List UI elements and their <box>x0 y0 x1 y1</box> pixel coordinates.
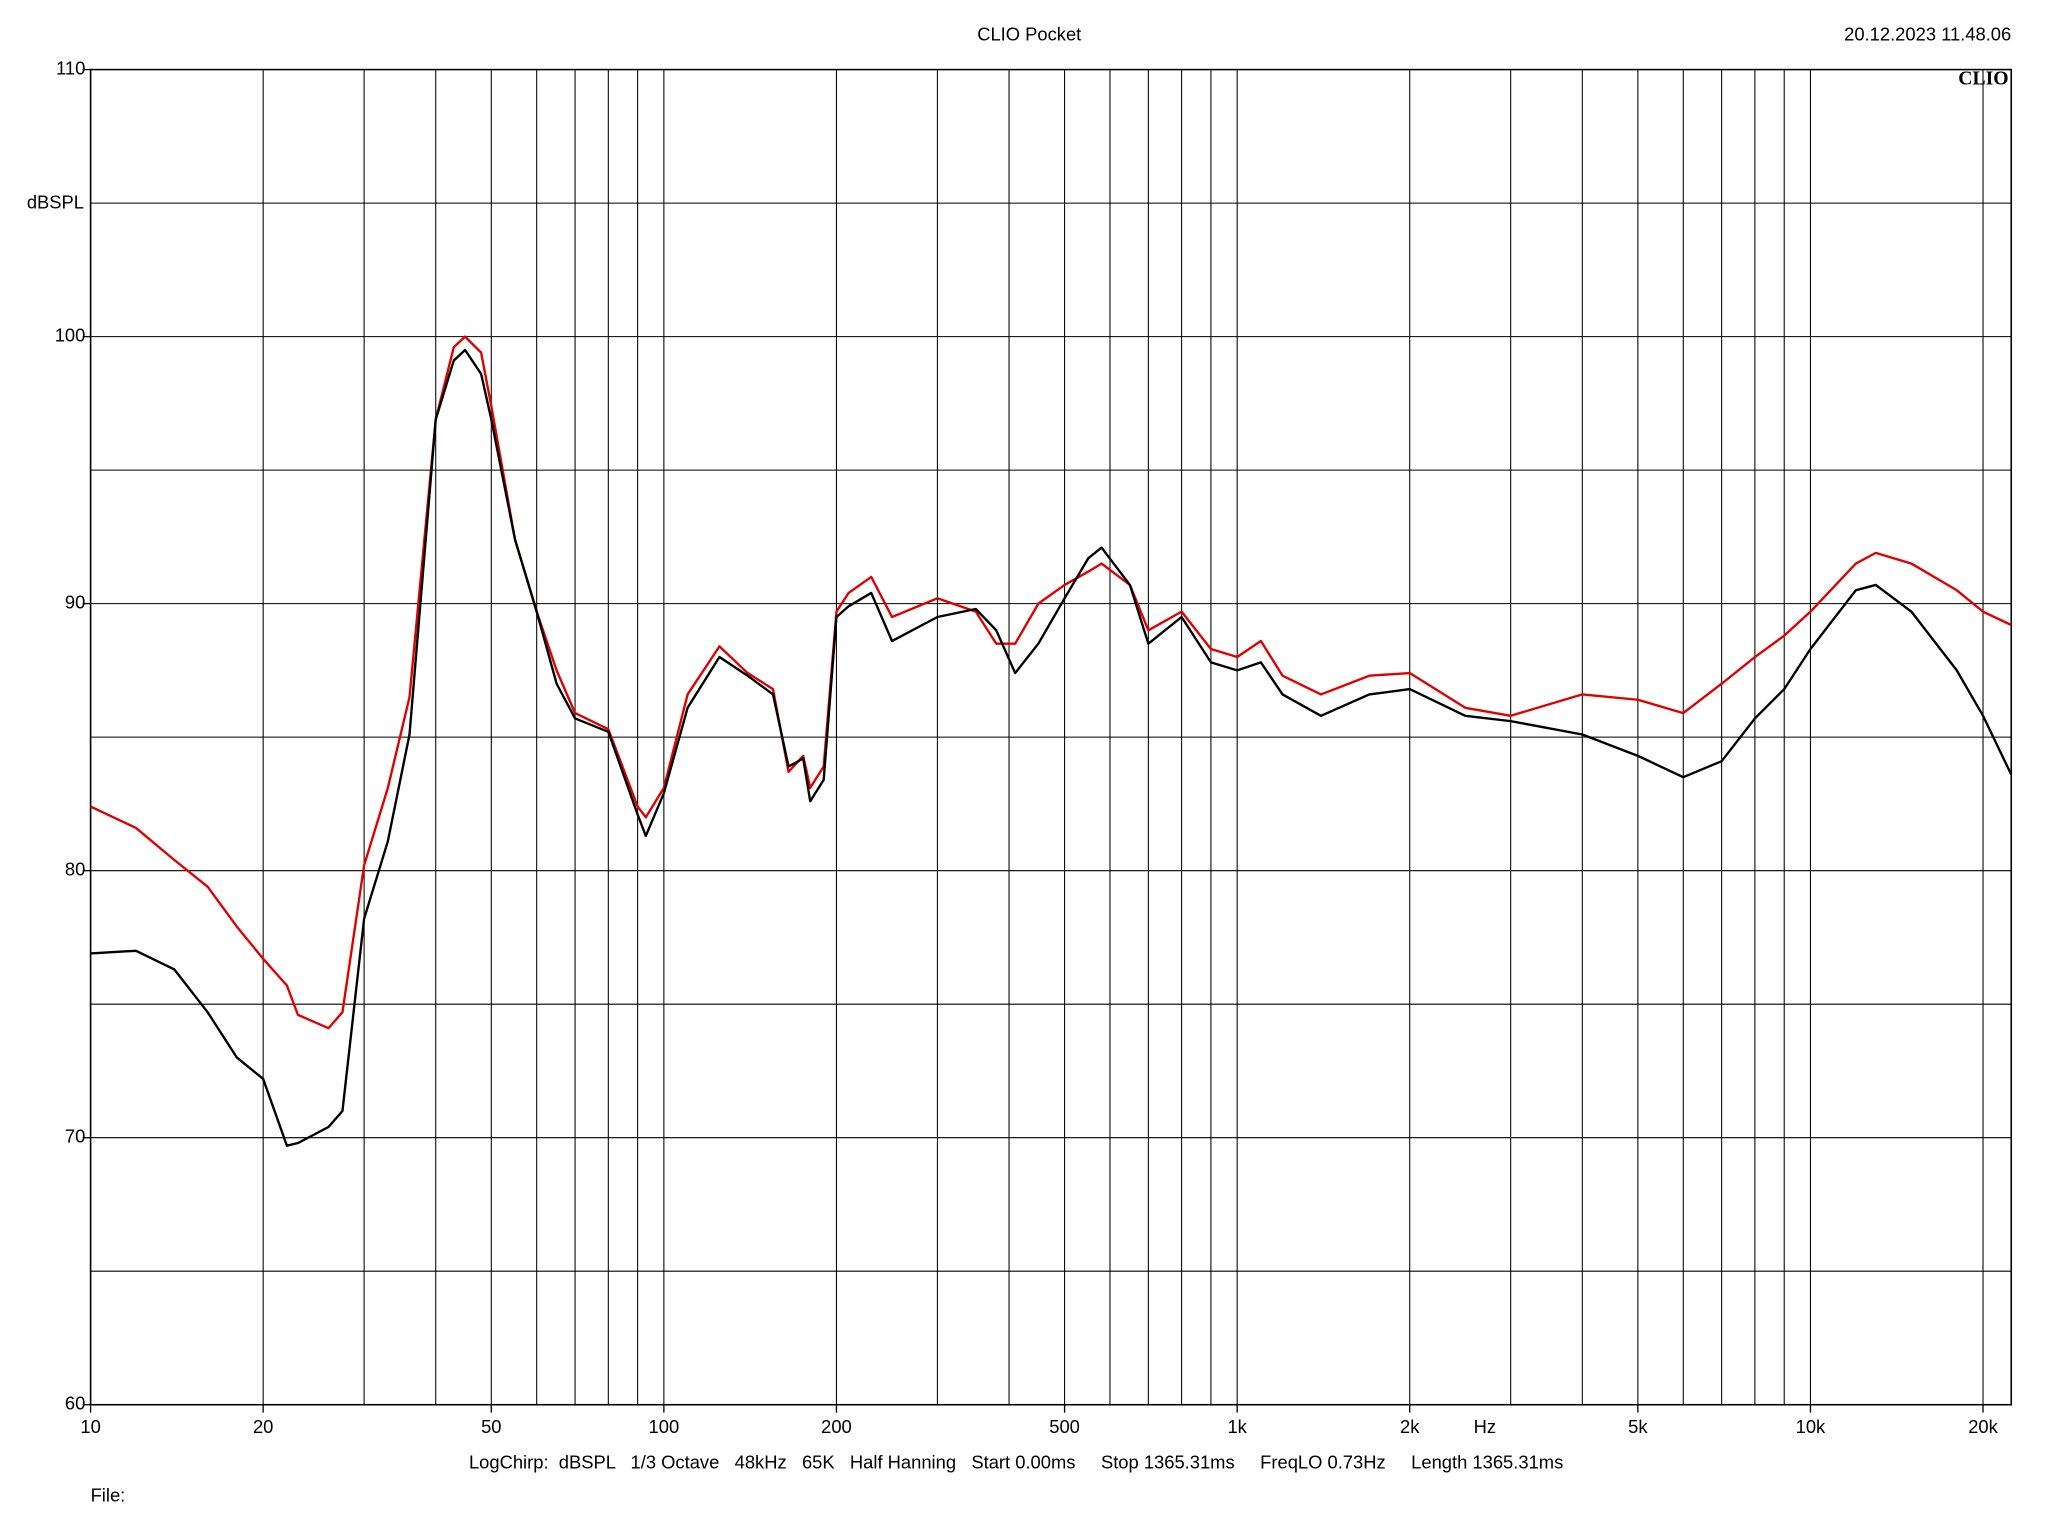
x-tick-label: 100 <box>649 1416 680 1437</box>
footer: LogChirp: dBSPL 1/3 Octave 48kHz 65K Hal… <box>469 1452 1563 1473</box>
y-tick-label: 70 <box>65 1126 85 1147</box>
plot-frame <box>89 68 2013 1406</box>
x-tick-label: 1k <box>1227 1416 1247 1437</box>
y-axis-label: dBSPL <box>27 191 84 212</box>
chart-title: CLIO Pocket <box>977 23 1081 44</box>
x-tick-label: 200 <box>821 1416 852 1437</box>
x-tick-label: 20 <box>253 1416 273 1437</box>
y-tick-label: 90 <box>65 591 85 612</box>
file-label: File: <box>91 1484 126 1505</box>
x-tick-label: 10k <box>1796 1416 1826 1437</box>
x-tick-label: 50 <box>481 1416 501 1437</box>
y-tick-label: 60 <box>65 1393 85 1414</box>
y-tick-label: 110 <box>56 57 85 78</box>
x-tick-label: 5k <box>1628 1416 1648 1437</box>
y-tick-label: 80 <box>65 859 85 880</box>
x-tick-label: 500 <box>1049 1416 1080 1437</box>
x-tick-label: 20k <box>1968 1416 1998 1437</box>
y-tick-label: 100 <box>55 324 86 345</box>
x-tick-label: 10 <box>80 1416 100 1437</box>
x-axis-label: Hz <box>1474 1416 1496 1437</box>
timestamp: 20.12.2023 11.48.06 <box>1844 23 2011 44</box>
x-tick-label: 2k <box>1400 1416 1420 1437</box>
data-line <box>90 335 2012 1030</box>
data-line <box>90 348 2013 1147</box>
